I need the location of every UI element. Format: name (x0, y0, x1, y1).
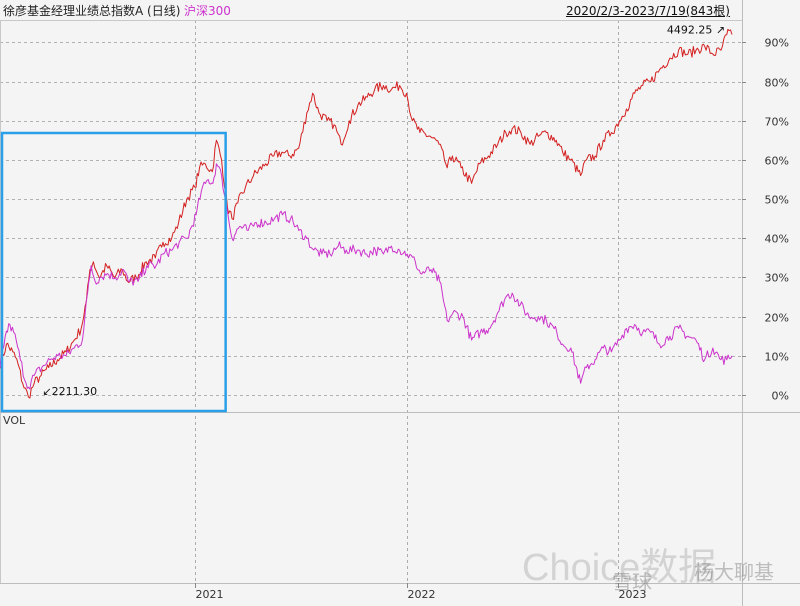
x-axis-ticks: 2021 2022 2023 (195, 583, 647, 601)
y-tick-label-30: 30% (765, 272, 789, 285)
plot-border (0, 20, 743, 584)
y-tick-label-20: 20% (765, 312, 789, 325)
annotations: ↙2211.30 4492.25 ↗ (0, 24, 725, 413)
annotation-label-0: ↙2211.30 (42, 385, 97, 398)
x-tick-label-2022: 2022 (408, 588, 436, 601)
series-line-hs300 (0, 163, 733, 390)
volume-panel-label: VOL (3, 414, 26, 427)
y-tick-label-50: 50% (765, 194, 789, 207)
series-lines (0, 28, 733, 399)
y-axis-ticks: 0% 10% 20% 30% 40% 50% 60% 70% 80% 90% (742, 37, 789, 403)
highlight-box (0, 131, 227, 413)
watermark-author: 杨大聊基 (694, 560, 774, 584)
y-tick-label-40: 40% (765, 233, 789, 246)
y-tick-label-0: 0% (772, 390, 789, 403)
x-tick-label-2021: 2021 (196, 588, 224, 601)
series-line-index (0, 28, 733, 399)
watermark-choice: Choice数据 (522, 547, 717, 589)
watermark-xueqiu: 雪球 (612, 570, 652, 594)
date-range-label: 2020/2/3-2023/7/19(843根) (565, 4, 730, 18)
legend-hs300[interactable]: 沪深300 (184, 4, 231, 18)
y-tick-label-10: 10% (765, 351, 789, 364)
y-tick-label-70: 70% (765, 116, 789, 129)
y-tick-label-90: 90% (765, 37, 789, 50)
chart-title: 徐彦基金经理业绩总指数A (日线) (3, 4, 181, 18)
y-tick-label-80: 80% (765, 77, 789, 90)
y-tick-label-60: 60% (765, 155, 789, 168)
x-tick-label-2023: 2023 (619, 588, 647, 601)
gridlines (0, 20, 742, 583)
annotation-label-1: 4492.25 ↗ (667, 24, 725, 37)
